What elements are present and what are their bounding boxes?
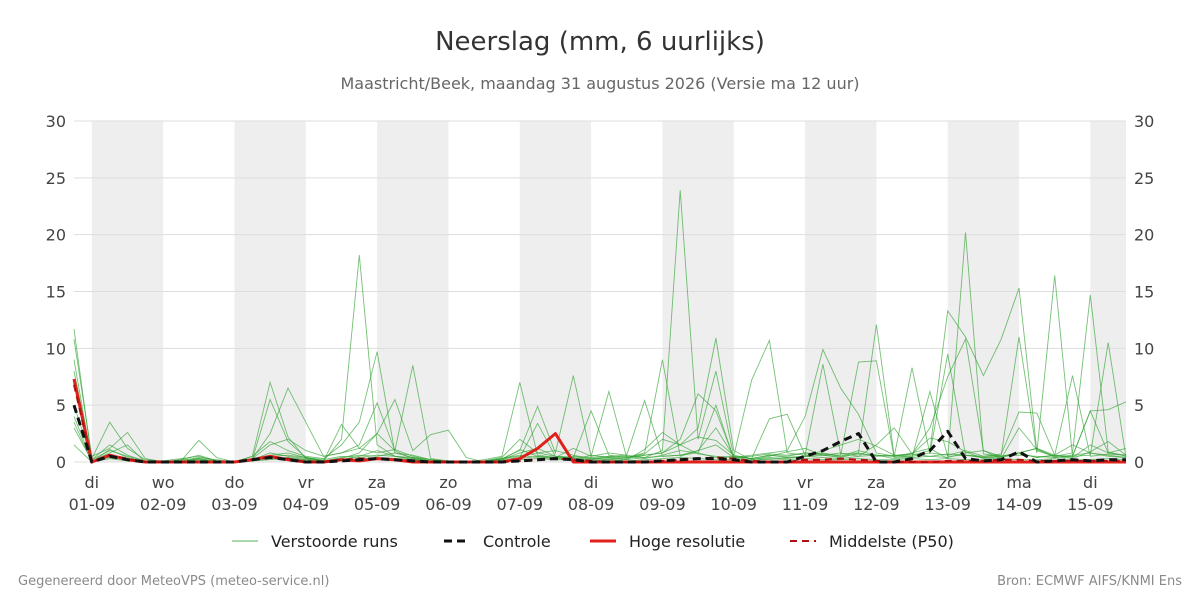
x-tick-date-1: 02-09 <box>140 495 187 514</box>
y-tick-right-0: 0 <box>1134 453 1144 472</box>
x-tick-day-5: zo <box>439 473 457 492</box>
main-series <box>72 378 1126 464</box>
x-tick-day-9: do <box>724 473 744 492</box>
x-tick-date-2: 03-09 <box>211 495 258 514</box>
y-tick-left-30: 30 <box>46 112 66 131</box>
x-tick-date-10: 11-09 <box>782 495 829 514</box>
y-tick-left-0: 0 <box>56 453 66 472</box>
x-tick-day-0: di <box>85 473 100 492</box>
x-tick-day-12: zo <box>939 473 957 492</box>
y-tick-right-5: 5 <box>1134 396 1144 415</box>
x-tick-day-8: wo <box>651 473 674 492</box>
x-tick-date-14: 15-09 <box>1067 495 1114 514</box>
x-tick-date-12: 13-09 <box>924 495 971 514</box>
y-tick-right-30: 30 <box>1134 112 1154 131</box>
footer-credit: Gegenereerd door MeteoVPS (meteo-service… <box>18 574 329 589</box>
x-tick-date-5: 06-09 <box>425 495 472 514</box>
y-tick-right-20: 20 <box>1134 226 1154 245</box>
series-line-p50 <box>73 384 1126 463</box>
y-axis-ticks: 0 0 5 5 10 10 15 15 20 20 25 25 30 30 <box>46 112 1155 472</box>
y-tick-right-25: 25 <box>1134 169 1154 188</box>
y-tick-left-20: 20 <box>46 226 66 245</box>
x-tick-date-13: 14-09 <box>996 495 1043 514</box>
legend-item-hires: Hoge resolutie <box>590 532 745 551</box>
x-tick-date-11: 12-09 <box>853 495 900 514</box>
legend-item-ensemble: Verstoorde runs <box>232 532 398 551</box>
legend-item-control: Controle <box>444 532 551 551</box>
x-tick-day-3: vr <box>298 473 314 492</box>
chart-subtitle: Maastricht/Beek, maandag 31 augustus 202… <box>340 74 859 93</box>
legend: Verstoorde runs Controle Hoge resolutie … <box>232 532 954 551</box>
legend-label-hires: Hoge resolutie <box>629 532 745 551</box>
x-tick-day-10: vr <box>797 473 813 492</box>
y-tick-left-15: 15 <box>46 283 66 302</box>
footer-source: Bron: ECMWF AIFS/KNMI Ens <box>997 574 1182 589</box>
y-tick-left-25: 25 <box>46 169 66 188</box>
series-line-control <box>72 404 1126 464</box>
x-tick-date-6: 07-09 <box>497 495 544 514</box>
chart-title: Neerslag (mm, 6 uurlijks) <box>435 27 765 57</box>
x-tick-date-3: 04-09 <box>283 495 330 514</box>
x-tick-day-13: ma <box>1006 473 1031 492</box>
x-tick-date-9: 10-09 <box>710 495 757 514</box>
y-tick-left-10: 10 <box>46 339 66 358</box>
x-tick-day-6: ma <box>507 473 532 492</box>
x-tick-day-4: za <box>368 473 386 492</box>
x-tick-day-1: wo <box>152 473 175 492</box>
x-axis-ticks: di 01-09 wo 02-09 do 03-09 vr 04-09 za 05-09 zo 06-… <box>69 473 1114 514</box>
x-tick-date-7: 08-09 <box>568 495 615 514</box>
x-tick-day-11: za <box>867 473 885 492</box>
legend-label-p50: Middelste (P50) <box>829 532 954 551</box>
x-tick-day-14: di <box>1083 473 1098 492</box>
x-tick-date-8: 09-09 <box>639 495 686 514</box>
y-tick-right-15: 15 <box>1134 283 1154 302</box>
x-tick-day-2: do <box>224 473 244 492</box>
legend-label-ensemble: Verstoorde runs <box>271 532 398 551</box>
x-tick-date-4: 05-09 <box>354 495 401 514</box>
legend-label-control: Controle <box>483 532 551 551</box>
legend-item-p50: Middelste (P50) <box>790 532 954 551</box>
y-tick-left-5: 5 <box>56 396 66 415</box>
x-tick-day-7: di <box>584 473 599 492</box>
x-tick-date-0: 01-09 <box>69 495 116 514</box>
y-tick-right-10: 10 <box>1134 339 1154 358</box>
